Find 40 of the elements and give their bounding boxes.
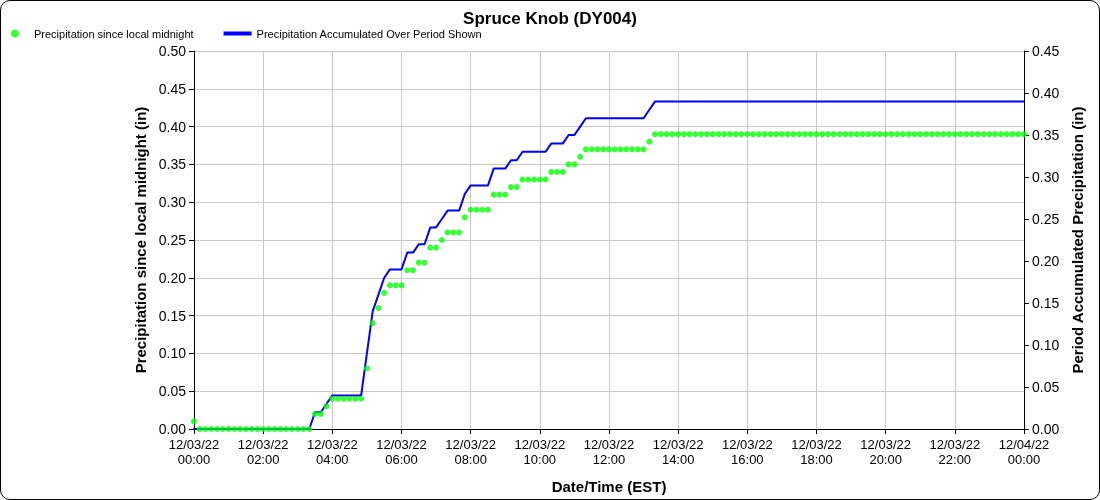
x-axis-title: Date/Time (EST) — [551, 478, 667, 495]
y2-tick-label: 0.35 — [1032, 127, 1060, 143]
y-tick-label: 0.45 — [158, 80, 187, 97]
y2-tick-label: 0.15 — [1032, 295, 1060, 311]
y-tick-label: 0.30 — [158, 194, 187, 211]
x-tick-label: 12/03/22 00:00 — [168, 437, 220, 467]
x-tick-label: 12/03/22 04:00 — [307, 437, 358, 467]
y-tick-label: 0.05 — [158, 383, 187, 400]
x-tick-label: 12/03/22 20:00 — [860, 437, 911, 467]
y-tick-label: 0.20 — [158, 269, 187, 286]
legend-label: Precipitation Accumulated Over Period Shown — [256, 27, 482, 40]
x-tick-label: 12/03/22 06:00 — [376, 437, 427, 467]
x-tick-label: 12/03/22 10:00 — [514, 437, 566, 467]
y2-tick-label: 0.30 — [1032, 169, 1060, 185]
y2-tick-label: 0.25 — [1032, 211, 1060, 227]
y-tick-label: 0.15 — [158, 307, 187, 324]
y-axis-title: Precipitation since local midnight (in) — [131, 106, 149, 374]
y-tick-label: 0.35 — [158, 156, 187, 173]
x-tick-label: 12/03/22 22:00 — [929, 437, 981, 467]
y2-tick-label: 0.00 — [1032, 421, 1060, 437]
x-tick-label: 12/03/22 02:00 — [237, 437, 289, 467]
x-tick-label: 12/03/22 18:00 — [791, 437, 842, 467]
y2-tick-label: 0.05 — [1032, 379, 1060, 395]
y-tick-label: 0.10 — [158, 345, 187, 362]
y2-axis-title: Period Accumulated Precipitation (in) — [1069, 106, 1087, 374]
legend-label: Precipitation since local midnight — [34, 27, 194, 40]
x-tick-label: 12/03/22 16:00 — [722, 437, 773, 467]
x-tick-label: 12/03/22 14:00 — [652, 437, 704, 467]
y-tick-label: 0.25 — [158, 232, 187, 248]
y2-tick-label: 0.20 — [1032, 253, 1060, 269]
y2-tick-label: 0.40 — [1032, 85, 1060, 101]
y-tick-label: 0.40 — [158, 118, 187, 135]
x-tick-label: 12/03/22 08:00 — [445, 437, 496, 467]
chart-title: Spruce Knob (DY004) — [463, 9, 637, 28]
x-tick-label: 12/04/22 00:00 — [998, 437, 1050, 467]
x-tick-label: 12/03/22 12:00 — [583, 437, 635, 467]
y-tick-label: 0.50 — [158, 43, 187, 59]
y2-tick-label: 0.45 — [1032, 43, 1060, 59]
y-tick-label: 0.00 — [158, 421, 187, 437]
y2-tick-label: 0.10 — [1032, 337, 1060, 353]
